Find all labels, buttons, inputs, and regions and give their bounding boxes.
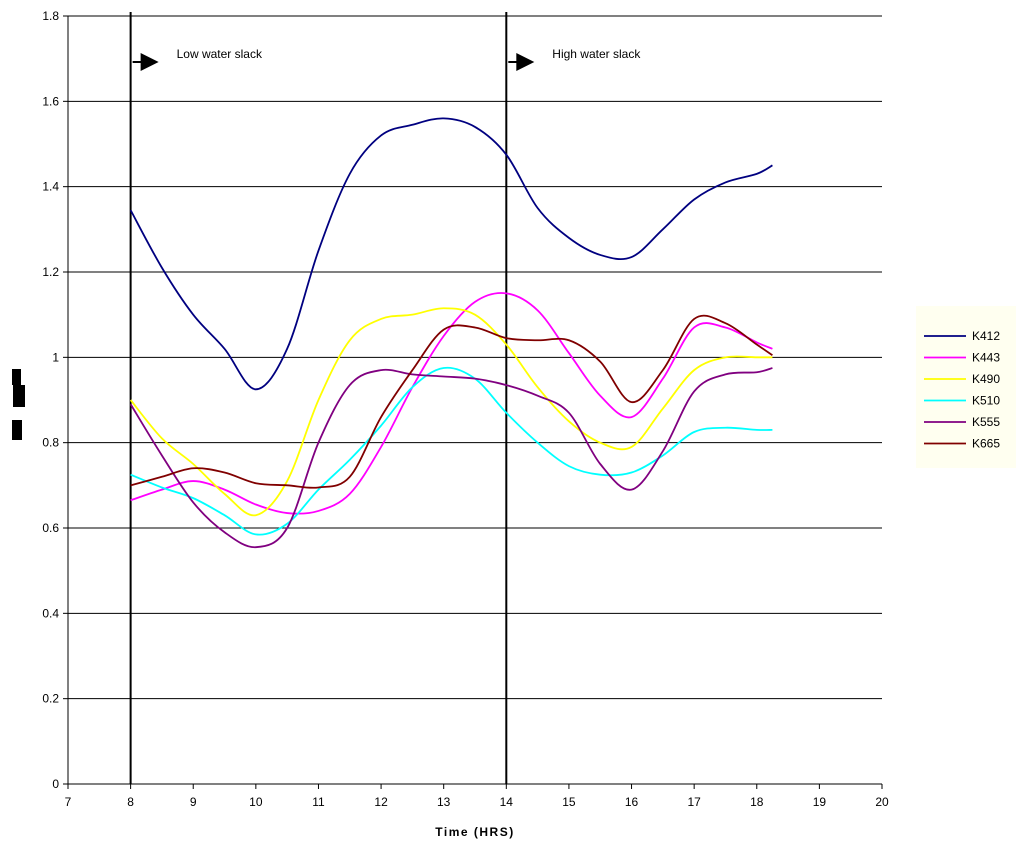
legend-label: K443 xyxy=(972,351,1000,365)
axes xyxy=(63,15,883,789)
gridlines xyxy=(68,15,882,700)
y-axis-label-block xyxy=(13,385,25,407)
x-tick-label: 12 xyxy=(374,795,388,809)
y-tick-label: 1.4 xyxy=(42,180,59,194)
legend-label: K510 xyxy=(972,394,1000,408)
y-tick-label: 0.4 xyxy=(42,606,59,620)
legend-box xyxy=(916,306,1016,468)
x-tick-label: 10 xyxy=(249,795,263,809)
y-tick-label: 1.8 xyxy=(42,9,59,23)
series-line-k443 xyxy=(130,292,773,515)
x-tick-label: 8 xyxy=(127,795,134,809)
x-tick-label: 9 xyxy=(190,795,197,809)
y-tick-label: 1.6 xyxy=(42,94,59,108)
x-tick-label: 20 xyxy=(875,795,889,809)
series-line-k412 xyxy=(129,117,773,391)
y-tick-label: 0.6 xyxy=(42,521,59,535)
x-tick-label: 15 xyxy=(562,795,576,809)
legend-label: K665 xyxy=(972,437,1000,451)
legend-label: K490 xyxy=(972,372,1000,386)
x-tick-label: 13 xyxy=(437,795,451,809)
x-tick-label: 18 xyxy=(750,795,764,809)
x-tick-label: 7 xyxy=(65,795,72,809)
annotation-arrow-icon xyxy=(140,53,159,71)
y-tick-label: 0.8 xyxy=(42,436,59,450)
x-tick-label: 16 xyxy=(625,795,639,809)
slack-markers xyxy=(129,12,508,784)
x-tick-label: 11 xyxy=(312,795,325,809)
x-tick-label: 17 xyxy=(687,795,701,809)
series-line-k665 xyxy=(130,314,773,489)
legend: K412 K443 K490 K510 K555 K665 xyxy=(916,306,1016,468)
y-tick-label: 0.2 xyxy=(42,692,59,706)
series-line-k555 xyxy=(129,367,773,549)
x-axis-label: Time (HRS) xyxy=(435,825,514,839)
annotation-arrow-icon xyxy=(516,53,535,71)
y-axis-label-block xyxy=(12,369,21,385)
y-tick-label: 0 xyxy=(52,777,59,791)
x-tick-label: 19 xyxy=(813,795,827,809)
legend-label: K412 xyxy=(972,329,1000,343)
series-line-k510 xyxy=(130,366,773,536)
data-series xyxy=(129,117,773,549)
legend-label: K555 xyxy=(972,415,1000,429)
y-axis-label-block xyxy=(12,420,22,440)
annotation-low-water-slack: Low water slack xyxy=(177,47,263,61)
series-line-k490 xyxy=(129,307,773,517)
annotations: Low water slack High water slack xyxy=(132,47,641,71)
annotation-high-water-slack: High water slack xyxy=(552,47,641,61)
y-tick-label: 1 xyxy=(52,350,59,364)
x-tick-label: 14 xyxy=(500,795,514,809)
tick-labels: 0 0.2 0.4 0.6 0.8 1 1.2 1.4 1.6 1.8 7 8 9 10 11 12 13 14 1… xyxy=(42,9,889,809)
y-axis-label-glyphs xyxy=(12,369,25,440)
y-tick-label: 1.2 xyxy=(42,265,59,279)
